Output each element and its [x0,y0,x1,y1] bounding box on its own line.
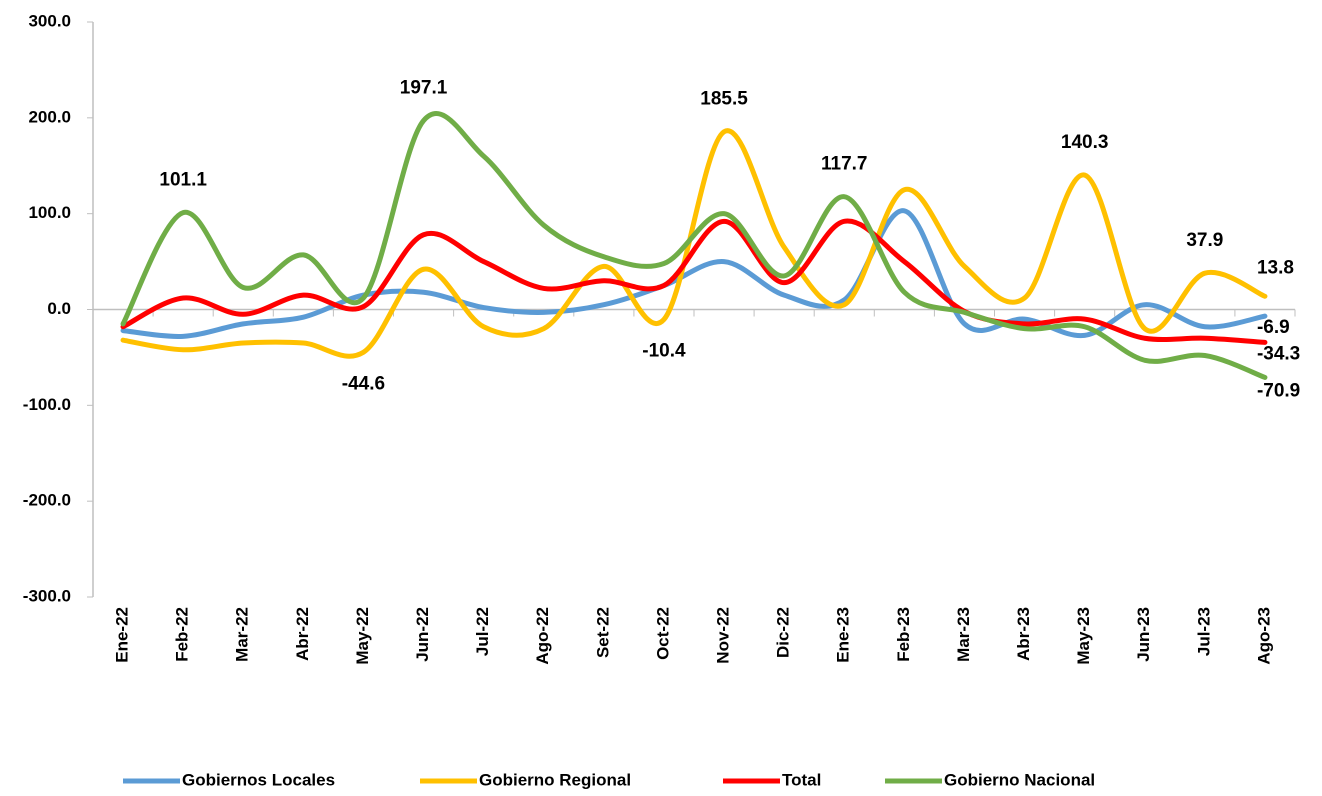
y-tick-label: 100.0 [28,203,71,222]
data-label: -70.9 [1257,380,1300,401]
x-tick-label: Ene-22 [113,607,132,663]
x-tick-label: Ene-23 [834,607,853,663]
x-tick-label: Nov-22 [714,607,733,664]
x-tick-label: Set-22 [593,607,612,658]
legend-label: Gobierno Regional [479,770,631,789]
data-label: -44.6 [342,373,385,394]
legend-item: Gobiernos Locales [123,770,335,789]
series-line [120,111,1268,380]
x-tick-label: Abr-22 [293,607,312,661]
y-tick-label: -200.0 [23,491,71,510]
x-tick-label: Ago-22 [533,607,552,665]
legend-label: Gobierno Nacional [944,770,1095,789]
legend-item: Gobierno Regional [420,770,631,789]
series-line [120,208,1268,339]
data-label: 101.1 [159,170,207,191]
data-label: 185.5 [700,89,748,110]
x-tick-label: Oct-22 [653,607,672,660]
x-tick-label: Dic-22 [774,607,793,658]
series-line [120,218,1268,345]
y-tick-label: -300.0 [23,586,71,605]
data-label: 13.8 [1257,257,1294,278]
x-tick-label: May-23 [1074,607,1093,665]
x-tick-label: Abr-23 [1014,607,1033,661]
y-tick-label: 0.0 [47,299,71,318]
legend-label: Gobiernos Locales [182,770,335,789]
data-label: -10.4 [642,340,686,361]
series-line [120,128,1268,359]
data-label: -6.9 [1257,317,1290,338]
x-tick-label: Mar-23 [954,607,973,662]
y-tick-label: 200.0 [28,107,71,126]
legend-label: Total [782,770,821,789]
x-tick-label: Jun-23 [1134,607,1153,662]
data-label: -34.3 [1257,343,1300,364]
x-tick-label: Mar-22 [233,607,252,662]
x-tick-label: Jun-22 [413,607,432,662]
legend-item: Gobierno Nacional [885,770,1095,789]
data-label: 197.1 [400,78,448,99]
data-label: 117.7 [821,154,868,175]
y-tick-label: -100.0 [23,395,71,414]
data-label: 37.9 [1186,230,1223,251]
x-tick-label: Jul-22 [473,607,492,656]
x-tick-label: Feb-22 [173,607,192,662]
x-tick-label: Ago-23 [1254,607,1273,665]
y-tick-label: 300.0 [28,11,71,30]
x-tick-label: Jul-23 [1194,607,1213,656]
data-label: 140.3 [1061,132,1109,153]
x-tick-label: Feb-23 [894,607,913,662]
x-tick-label: May-22 [353,607,372,665]
legend-item: Total [723,770,821,789]
